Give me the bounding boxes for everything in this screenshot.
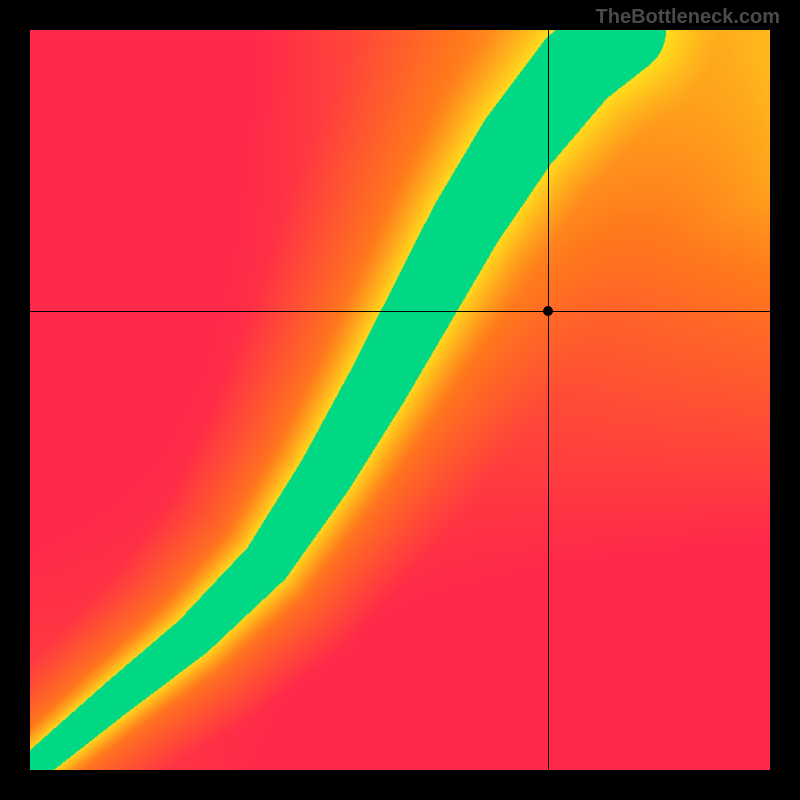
crosshair-vertical <box>548 30 549 770</box>
crosshair-horizontal <box>30 311 770 312</box>
heatmap-canvas <box>30 30 770 770</box>
crosshair-marker <box>543 306 553 316</box>
watermark-text: TheBottleneck.com <box>596 6 780 29</box>
heatmap-plot <box>30 30 770 770</box>
